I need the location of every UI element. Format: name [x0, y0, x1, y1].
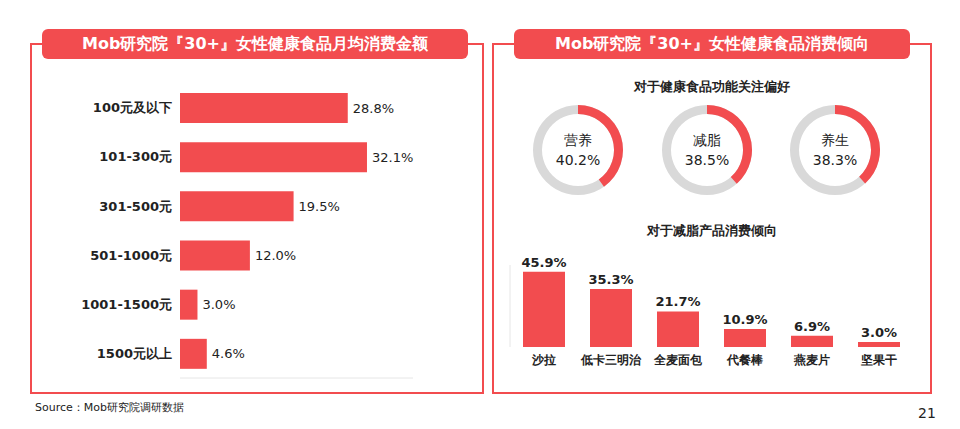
svg-text:1001-1500元: 1001-1500元	[81, 297, 172, 312]
html-text:减脂: 减脂	[693, 132, 721, 148]
svg-text:35.3%: 35.3%	[588, 272, 633, 287]
svg-text:1500元以上: 1500元以上	[97, 346, 172, 361]
svg-text:21.7%: 21.7%	[655, 294, 700, 309]
html-text:Mob研究院『30+』女性健康食品消费倾向: Mob研究院『30+』女性健康食品消费倾向	[555, 34, 869, 53]
svg-text:低卡三明治: 低卡三明治	[580, 353, 642, 367]
html-text:Mob研究院『30+』女性健康食品月均消费金额: Mob研究院『30+』女性健康食品月均消费金额	[82, 34, 428, 53]
svg-text:45.9%: 45.9%	[521, 255, 566, 270]
svg-text:6.9%: 6.9%	[794, 319, 830, 334]
html-text:38.3%: 38.3%	[812, 152, 858, 168]
svg-text:100元及以下: 100元及以下	[93, 100, 172, 115]
svg-text:3.0%: 3.0%	[202, 297, 235, 312]
html-text:对于健康食品功能关注偏好: 对于健康食品功能关注偏好	[633, 79, 790, 94]
svg-text:28.8%: 28.8%	[353, 101, 394, 116]
html-text:营养: 营养	[564, 132, 592, 148]
svg-text:19.5%: 19.5%	[299, 199, 340, 214]
svg-text:32.1%: 32.1%	[372, 150, 413, 165]
svg-text:4.6%: 4.6%	[212, 346, 245, 361]
svg-text:沙拉: 沙拉	[531, 353, 556, 367]
svg-text:101-300元: 101-300元	[99, 149, 172, 164]
html-text:Source：Mob研究院调研数据: Source：Mob研究院调研数据	[35, 401, 184, 414]
svg-text:3.0%: 3.0%	[861, 325, 897, 340]
html-text:21: 21	[918, 405, 936, 421]
html-text:养生: 养生	[821, 132, 849, 148]
svg-text:12.0%: 12.0%	[255, 248, 296, 263]
svg-text:501-1000元: 501-1000元	[90, 248, 172, 263]
svg-text:坚果干: 坚果干	[860, 353, 897, 367]
svg-text:代餐棒: 代餐棒	[726, 353, 764, 367]
html-text:对于减脂产品消费倾向: 对于减脂产品消费倾向	[646, 223, 777, 238]
svg-text:燕麦片: 燕麦片	[793, 353, 830, 367]
svg-text:全麦面包: 全麦面包	[653, 353, 703, 367]
html-text:38.5%: 38.5%	[684, 152, 730, 168]
html-text:40.2%: 40.2%	[555, 152, 601, 168]
svg-text:10.9%: 10.9%	[722, 312, 767, 327]
svg-text:301-500元: 301-500元	[99, 199, 172, 214]
